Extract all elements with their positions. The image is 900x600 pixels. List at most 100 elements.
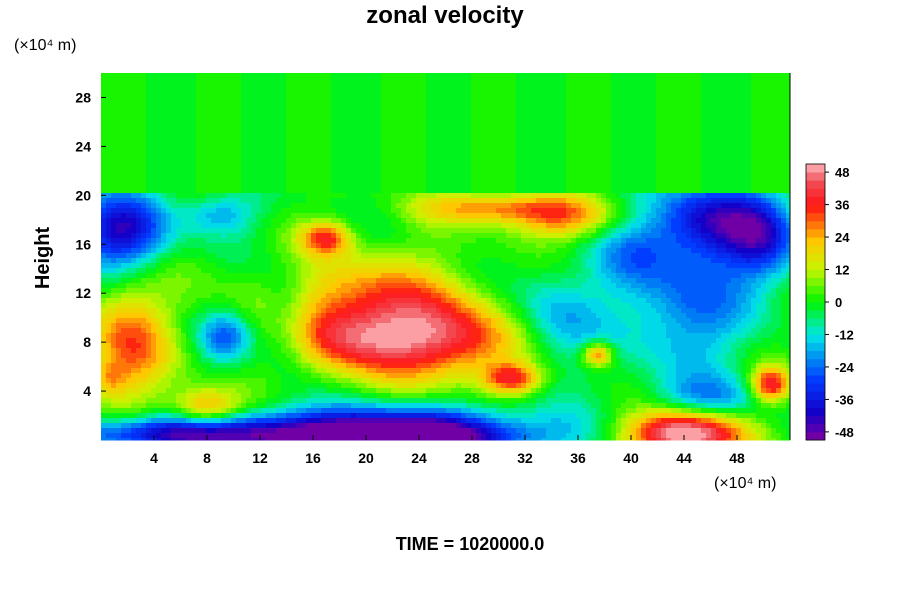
heatmap-cell bbox=[666, 198, 672, 204]
heatmap-cell bbox=[626, 108, 632, 114]
heatmap-cell bbox=[416, 138, 422, 144]
heatmap-cell bbox=[326, 238, 332, 244]
heatmap-cell bbox=[476, 218, 482, 224]
heatmap-cell bbox=[306, 73, 312, 79]
heatmap-cell bbox=[106, 93, 112, 99]
heatmap-cell bbox=[786, 148, 791, 154]
heatmap-cell bbox=[726, 233, 732, 239]
heatmap-cell bbox=[481, 103, 487, 109]
heatmap-cell bbox=[106, 73, 112, 79]
heatmap-cell bbox=[621, 73, 627, 79]
heatmap-cell bbox=[731, 118, 737, 124]
heatmap-cell bbox=[556, 238, 562, 244]
heatmap-cell bbox=[686, 108, 692, 114]
heatmap-cell bbox=[581, 168, 587, 174]
heatmap-cell bbox=[211, 223, 217, 229]
heatmap-cell bbox=[721, 238, 727, 244]
heatmap-cell bbox=[546, 148, 552, 154]
heatmap-cell bbox=[306, 168, 312, 174]
heatmap-cell bbox=[166, 238, 172, 244]
heatmap-cell bbox=[426, 153, 432, 159]
heatmap-cell bbox=[176, 198, 182, 204]
heatmap-cell bbox=[496, 238, 502, 244]
heatmap-cell bbox=[226, 103, 232, 109]
heatmap-cell bbox=[151, 128, 157, 134]
heatmap-cell bbox=[671, 183, 677, 189]
heatmap-cell bbox=[281, 108, 287, 114]
heatmap-cell bbox=[381, 138, 387, 144]
heatmap-cell bbox=[626, 158, 632, 164]
heatmap-cell bbox=[446, 88, 452, 94]
heatmap-cell bbox=[386, 238, 392, 244]
heatmap-cell bbox=[291, 78, 297, 84]
heatmap-cell bbox=[781, 163, 787, 169]
heatmap-cell bbox=[476, 188, 482, 194]
heatmap-cell bbox=[516, 153, 522, 159]
heatmap-cell bbox=[416, 163, 422, 169]
heatmap-cell bbox=[406, 118, 412, 124]
heatmap-cell bbox=[196, 78, 202, 84]
heatmap-cell bbox=[436, 133, 442, 139]
heatmap-cell bbox=[706, 73, 712, 79]
heatmap-cell bbox=[181, 113, 187, 119]
heatmap-cell bbox=[526, 168, 532, 174]
heatmap-cell bbox=[696, 248, 702, 254]
heatmap-cell bbox=[586, 213, 592, 219]
heatmap-cell bbox=[626, 173, 632, 179]
heatmap-cell bbox=[691, 243, 697, 249]
heatmap-cell bbox=[311, 148, 317, 154]
heatmap-cell bbox=[526, 118, 532, 124]
heatmap-cell bbox=[486, 148, 492, 154]
heatmap-cell bbox=[231, 78, 237, 84]
heatmap-cell bbox=[126, 243, 132, 249]
heatmap-cell bbox=[366, 173, 372, 179]
heatmap-cell bbox=[601, 198, 607, 204]
heatmap-cell bbox=[676, 218, 682, 224]
heatmap-cell bbox=[746, 128, 752, 134]
heatmap-cell bbox=[226, 198, 232, 204]
heatmap-cell bbox=[491, 108, 497, 114]
heatmap-cell bbox=[361, 238, 367, 244]
heatmap-cell bbox=[381, 158, 387, 164]
heatmap-cell bbox=[596, 248, 602, 254]
heatmap-cell bbox=[261, 218, 267, 224]
heatmap-cell bbox=[156, 223, 162, 229]
heatmap-cell bbox=[146, 178, 152, 184]
heatmap-cell bbox=[676, 113, 682, 119]
heatmap-cell bbox=[111, 138, 117, 144]
heatmap-cell bbox=[181, 88, 187, 94]
heatmap-cell bbox=[166, 113, 172, 119]
heatmap-cell bbox=[146, 213, 152, 219]
heatmap-cell bbox=[766, 158, 772, 164]
heatmap-cell bbox=[401, 183, 407, 189]
heatmap-cell bbox=[116, 248, 122, 254]
heatmap-cell bbox=[111, 233, 117, 239]
heatmap-cell bbox=[391, 188, 397, 194]
heatmap-cell bbox=[706, 188, 712, 194]
heatmap-cell bbox=[381, 108, 387, 114]
heatmap-cell bbox=[596, 203, 602, 209]
heatmap-cell bbox=[656, 103, 662, 109]
heatmap-cell bbox=[511, 128, 517, 134]
heatmap-cell bbox=[486, 233, 492, 239]
heatmap-cell bbox=[181, 78, 187, 84]
heatmap-cell bbox=[151, 233, 157, 239]
heatmap-cell bbox=[726, 178, 732, 184]
heatmap-cell bbox=[296, 198, 302, 204]
heatmap-cell bbox=[186, 113, 192, 119]
heatmap-cell bbox=[236, 133, 242, 139]
heatmap-cell bbox=[531, 178, 537, 184]
heatmap-cell bbox=[601, 143, 607, 149]
heatmap-cell bbox=[506, 98, 512, 104]
heatmap-cell bbox=[506, 198, 512, 204]
heatmap-cell bbox=[421, 148, 427, 154]
heatmap-cell bbox=[236, 73, 242, 79]
heatmap-cell bbox=[606, 133, 612, 139]
heatmap-cell bbox=[156, 158, 162, 164]
heatmap-cell bbox=[416, 168, 422, 174]
heatmap-cell bbox=[206, 223, 212, 229]
heatmap-cell bbox=[141, 148, 147, 154]
heatmap-cell bbox=[356, 138, 362, 144]
heatmap-cell bbox=[551, 88, 557, 94]
heatmap-cell bbox=[371, 208, 377, 214]
